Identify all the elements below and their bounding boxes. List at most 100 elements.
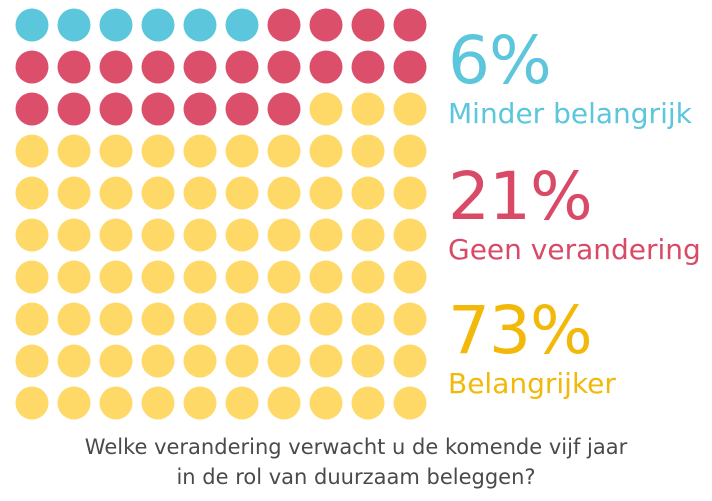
stat-belangrijker: 73% Belangrijker: [448, 298, 616, 398]
stat-value-geen-verandering: 21%: [448, 158, 593, 235]
waffle-dot-belangrijker: [57, 344, 91, 378]
waffle-dot-belangrijker: [267, 302, 301, 336]
waffle-dot-belangrijker: [351, 92, 385, 126]
waffle-dot-belangrijker: [309, 176, 343, 210]
waffle-dot-belangrijker: [393, 218, 427, 252]
waffle-dot-belangrijker: [225, 218, 259, 252]
waffle-dot-belangrijker: [57, 218, 91, 252]
stat-minder-belangrijk: 6% Minder belangrijk: [448, 28, 692, 128]
waffle-dot-belangrijker: [393, 92, 427, 126]
waffle-dot-geen-verandering: [141, 50, 175, 84]
waffle-dot-belangrijker: [141, 386, 175, 420]
waffle-dot-geen-verandering: [141, 92, 175, 126]
waffle-dot-belangrijker: [99, 176, 133, 210]
waffle-dot-belangrijker: [183, 386, 217, 420]
waffle-dot-belangrijker: [225, 176, 259, 210]
waffle-dot-belangrijker: [393, 176, 427, 210]
waffle-dot-geen-verandering: [225, 92, 259, 126]
waffle-dot-belangrijker: [351, 218, 385, 252]
waffle-dot-belangrijker: [267, 386, 301, 420]
waffle-dot-belangrijker: [183, 344, 217, 378]
waffle-dot-belangrijker: [225, 344, 259, 378]
waffle-dot-belangrijker: [183, 134, 217, 168]
waffle-dot-belangrijker: [267, 260, 301, 294]
waffle-dot-minder-belangrijk: [57, 8, 91, 42]
waffle-dot-geen-verandering: [351, 8, 385, 42]
waffle-dot-minder-belangrijk: [141, 8, 175, 42]
chart-caption: Welke verandering verwacht u de komende …: [0, 432, 712, 492]
stat-label-geen-verandering: Geen verandering: [448, 233, 701, 266]
waffle-dot-belangrijker: [393, 386, 427, 420]
waffle-dot-belangrijker: [267, 344, 301, 378]
waffle-dot-belangrijker: [225, 260, 259, 294]
waffle-dot-geen-verandering: [57, 50, 91, 84]
waffle-dot-belangrijker: [15, 260, 49, 294]
waffle-dot-belangrijker: [141, 302, 175, 336]
waffle-dot-belangrijker: [15, 218, 49, 252]
waffle-dot-belangrijker: [309, 302, 343, 336]
waffle-dot-belangrijker: [309, 260, 343, 294]
waffle-dot-geen-verandering: [351, 50, 385, 84]
waffle-dot-belangrijker: [267, 176, 301, 210]
waffle-chart: [15, 8, 427, 420]
waffle-dot-belangrijker: [309, 134, 343, 168]
waffle-dot-belangrijker: [57, 134, 91, 168]
waffle-dot-geen-verandering: [393, 8, 427, 42]
waffle-dot-belangrijker: [393, 134, 427, 168]
stat-label-belangrijker: Belangrijker: [448, 367, 616, 400]
stat-value-minder-belangrijk: 6%: [448, 22, 552, 99]
waffle-dot-belangrijker: [225, 386, 259, 420]
waffle-dot-belangrijker: [225, 302, 259, 336]
waffle-dot-belangrijker: [99, 260, 133, 294]
waffle-dot-belangrijker: [309, 386, 343, 420]
waffle-dot-geen-verandering: [99, 92, 133, 126]
waffle-dot-belangrijker: [141, 218, 175, 252]
waffle-dot-minder-belangrijk: [183, 8, 217, 42]
waffle-dot-belangrijker: [99, 218, 133, 252]
waffle-dot-geen-verandering: [393, 50, 427, 84]
waffle-dot-belangrijker: [57, 386, 91, 420]
waffle-dot-belangrijker: [267, 134, 301, 168]
waffle-dot-geen-verandering: [225, 50, 259, 84]
waffle-dot-belangrijker: [57, 176, 91, 210]
waffle-dot-geen-verandering: [267, 50, 301, 84]
waffle-dot-belangrijker: [393, 344, 427, 378]
waffle-dot-belangrijker: [183, 302, 217, 336]
waffle-dot-belangrijker: [15, 386, 49, 420]
stat-label-minder-belangrijk: Minder belangrijk: [448, 97, 692, 130]
waffle-dot-belangrijker: [351, 134, 385, 168]
waffle-dot-belangrijker: [15, 176, 49, 210]
waffle-dot-belangrijker: [99, 344, 133, 378]
waffle-dot-geen-verandering: [99, 50, 133, 84]
waffle-dot-belangrijker: [183, 176, 217, 210]
waffle-dot-belangrijker: [393, 260, 427, 294]
waffle-dot-geen-verandering: [15, 50, 49, 84]
waffle-dot-geen-verandering: [309, 50, 343, 84]
waffle-dot-belangrijker: [15, 134, 49, 168]
waffle-dot-belangrijker: [141, 260, 175, 294]
waffle-dot-belangrijker: [309, 218, 343, 252]
waffle-dot-belangrijker: [183, 218, 217, 252]
waffle-dot-belangrijker: [351, 176, 385, 210]
waffle-dot-geen-verandering: [267, 8, 301, 42]
waffle-dot-geen-verandering: [183, 50, 217, 84]
waffle-dot-belangrijker: [351, 260, 385, 294]
waffle-dot-belangrijker: [309, 92, 343, 126]
caption-line-2: in de rol van duurzaam beleggen?: [176, 465, 536, 489]
waffle-dot-belangrijker: [57, 260, 91, 294]
waffle-dot-belangrijker: [99, 302, 133, 336]
waffle-dot-geen-verandering: [183, 92, 217, 126]
waffle-dot-belangrijker: [267, 218, 301, 252]
waffle-dot-geen-verandering: [57, 92, 91, 126]
waffle-dot-belangrijker: [141, 134, 175, 168]
caption-line-1: Welke verandering verwacht u de komende …: [84, 435, 628, 459]
waffle-dot-belangrijker: [183, 260, 217, 294]
waffle-dot-minder-belangrijk: [99, 8, 133, 42]
waffle-dot-belangrijker: [351, 344, 385, 378]
waffle-dot-belangrijker: [141, 344, 175, 378]
waffle-dot-belangrijker: [309, 344, 343, 378]
waffle-dot-belangrijker: [15, 344, 49, 378]
waffle-dot-geen-verandering: [309, 8, 343, 42]
waffle-dot-belangrijker: [15, 302, 49, 336]
waffle-dot-belangrijker: [225, 134, 259, 168]
